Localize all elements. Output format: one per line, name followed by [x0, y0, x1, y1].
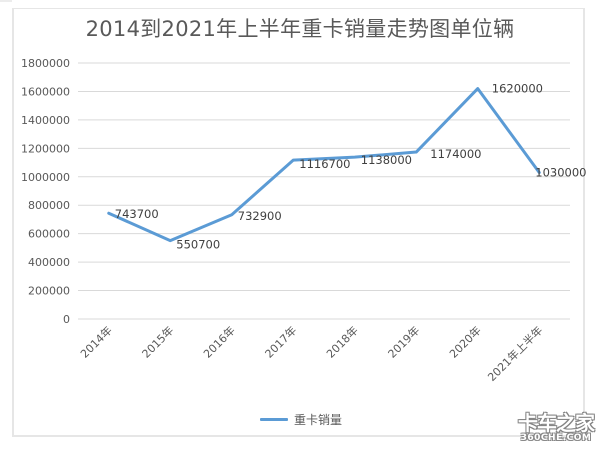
legend-label: 重卡销量: [294, 413, 343, 427]
chart-frame: [12, 8, 585, 437]
data-label: 1138000: [361, 153, 412, 167]
x-axis-ticks: 2014年 2015年 2016年 2017年 2018年 2019年 2020年 2021年…: [77, 323, 545, 384]
y-tick-label: 400000: [28, 256, 70, 269]
watermark-text-en: 360CHE.COM: [520, 433, 592, 443]
data-label: 1116700: [299, 157, 350, 171]
y-tick-label: 1600000: [21, 85, 70, 98]
y-tick-label: 1400000: [21, 114, 70, 127]
y-axis-ticks: 0 200000 400000 600000 800000 1000000 1200000 1…: [21, 57, 70, 326]
data-label: 732900: [238, 209, 282, 223]
y-tick-label: 200000: [28, 285, 70, 298]
x-tick-label: 2017年: [262, 323, 299, 360]
x-tick-label: 2016年: [200, 323, 237, 360]
data-label: 743700: [115, 207, 159, 221]
chart-title: 2014到2021年上半年重卡销量走势图单位辆: [85, 17, 515, 41]
legend: 重卡销量: [260, 411, 342, 428]
gridlines: [78, 62, 570, 320]
data-label: 1620000: [492, 82, 543, 96]
x-tick-label: 2014年: [77, 323, 114, 360]
y-tick-label: 1800000: [21, 57, 70, 70]
data-label: 1174000: [430, 147, 481, 161]
data-label: 550700: [176, 238, 220, 252]
watermark-text-cn: 卡车之家: [518, 411, 595, 435]
legend-line-swatch: [260, 418, 288, 421]
data-labels: 743700 550700 732900 1116700 1138000 1174000 1…: [115, 82, 587, 252]
watermark-logo: 卡车之家 360CHE.COM: [518, 411, 595, 443]
y-tick-label: 1000000: [21, 171, 70, 184]
y-tick-label: 600000: [28, 228, 70, 241]
y-tick-label: 0: [63, 313, 70, 326]
y-tick-label: 1200000: [21, 142, 70, 155]
x-tick-label: 2019年: [385, 323, 422, 360]
corner-decoration: [0, 0, 12, 2]
series-line-heavy-truck-sales: [107, 87, 541, 243]
x-tick-label: 2018年: [323, 323, 360, 360]
y-tick-label: 800000: [28, 199, 70, 212]
x-tick-label: 2020年: [446, 323, 483, 360]
x-tick-label: 2021年上半年: [485, 323, 546, 384]
x-tick-label: 2015年: [139, 323, 176, 360]
data-label: 1030000: [535, 166, 586, 180]
